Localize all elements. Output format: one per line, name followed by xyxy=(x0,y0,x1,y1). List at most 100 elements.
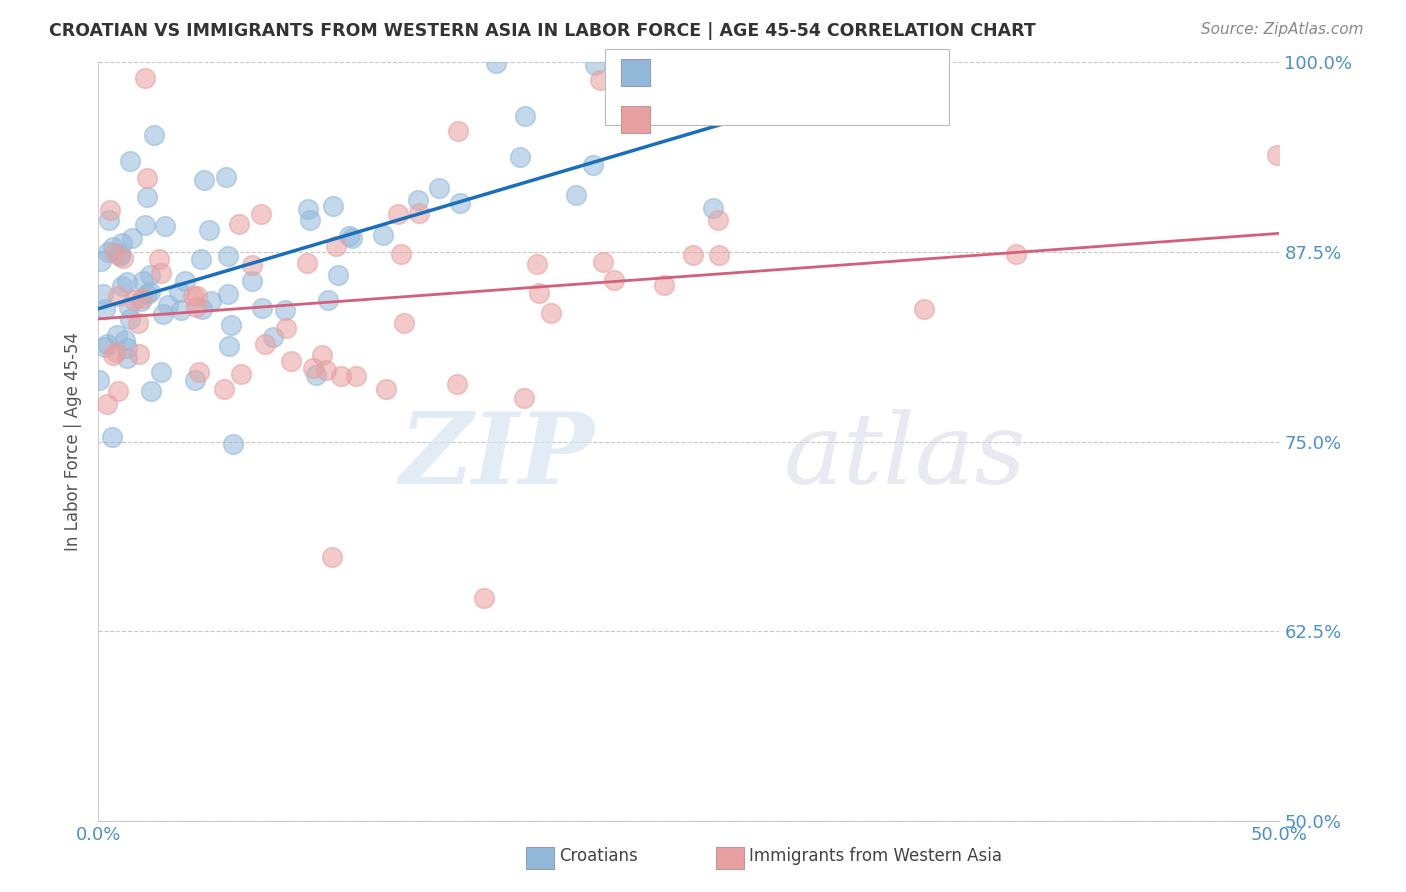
Point xyxy=(526,257,548,271)
Point xyxy=(94,302,117,317)
Point xyxy=(298,213,321,227)
Point xyxy=(250,207,273,221)
Point xyxy=(406,194,429,208)
Point xyxy=(316,293,339,308)
Point xyxy=(427,181,450,195)
Point xyxy=(254,337,277,351)
Point xyxy=(707,212,730,227)
Point xyxy=(295,256,318,270)
Point xyxy=(392,316,415,330)
Point xyxy=(221,436,243,450)
Point xyxy=(108,247,131,261)
Point xyxy=(326,268,349,282)
Point xyxy=(121,231,143,245)
Point xyxy=(325,239,347,253)
Point xyxy=(128,346,150,360)
Point xyxy=(101,240,124,254)
Point xyxy=(103,246,125,260)
Point xyxy=(449,196,471,211)
Point xyxy=(330,369,353,384)
Point xyxy=(682,248,704,262)
Point xyxy=(527,286,550,301)
Point xyxy=(387,207,409,221)
Point xyxy=(173,274,195,288)
Point xyxy=(136,189,159,203)
Point xyxy=(193,173,215,187)
Point xyxy=(280,353,302,368)
Point xyxy=(108,249,131,263)
Text: -0.053: -0.053 xyxy=(703,112,768,129)
Point xyxy=(114,333,136,347)
Point xyxy=(912,301,935,316)
Point xyxy=(132,274,155,288)
Point xyxy=(472,591,495,606)
Point xyxy=(274,302,297,317)
Point xyxy=(184,373,207,387)
Point xyxy=(702,201,724,215)
Point xyxy=(305,368,328,382)
Point xyxy=(127,316,149,330)
Y-axis label: In Labor Force | Age 45-54: In Labor Force | Age 45-54 xyxy=(65,332,83,551)
Point xyxy=(274,321,297,335)
Point xyxy=(344,369,367,384)
Point xyxy=(321,550,343,565)
Point xyxy=(104,345,127,359)
Point xyxy=(141,384,163,398)
Point xyxy=(588,72,610,87)
Point xyxy=(375,382,398,396)
Point xyxy=(103,348,125,362)
Point xyxy=(582,158,605,172)
Point xyxy=(129,294,152,309)
Point xyxy=(513,109,536,123)
Point xyxy=(389,247,412,261)
Point xyxy=(107,384,129,398)
Point xyxy=(143,128,166,143)
Point xyxy=(111,236,134,251)
Text: ZIP: ZIP xyxy=(399,409,595,505)
Point xyxy=(186,300,208,314)
Point xyxy=(512,391,534,405)
Point xyxy=(217,286,239,301)
Text: Source: ZipAtlas.com: Source: ZipAtlas.com xyxy=(1201,22,1364,37)
Point xyxy=(115,275,138,289)
Point xyxy=(94,340,117,354)
Point xyxy=(200,294,222,309)
Point xyxy=(408,205,430,219)
Point xyxy=(90,253,112,268)
Point xyxy=(218,338,240,352)
Text: CROATIAN VS IMMIGRANTS FROM WESTERN ASIA IN LABOR FORCE | AGE 45-54 CORRELATION : CROATIAN VS IMMIGRANTS FROM WESTERN ASIA… xyxy=(49,22,1036,40)
Point xyxy=(98,203,121,218)
Text: R =: R = xyxy=(657,112,690,129)
Point xyxy=(231,367,253,381)
Point xyxy=(105,327,128,342)
Text: N =: N = xyxy=(776,112,815,129)
Point xyxy=(311,348,333,362)
Point xyxy=(152,307,174,321)
Point xyxy=(301,360,323,375)
Point xyxy=(214,169,236,184)
Point xyxy=(97,244,120,259)
Point xyxy=(592,255,614,269)
Point xyxy=(136,170,159,185)
Point xyxy=(136,286,159,301)
Point xyxy=(540,305,562,319)
Point xyxy=(373,227,395,242)
Point xyxy=(583,58,606,72)
Point xyxy=(186,289,208,303)
Point xyxy=(111,278,134,293)
Point xyxy=(93,287,115,301)
Point xyxy=(98,212,121,227)
Point xyxy=(134,71,156,86)
Point xyxy=(96,337,118,351)
Point xyxy=(509,150,531,164)
Text: 58: 58 xyxy=(821,112,846,129)
Text: N =: N = xyxy=(776,64,815,82)
Point xyxy=(139,285,162,299)
Text: 0.273: 0.273 xyxy=(703,64,766,82)
Point xyxy=(118,312,141,326)
Point xyxy=(447,123,470,137)
Point xyxy=(322,198,344,212)
Point xyxy=(217,249,239,263)
Point xyxy=(96,397,118,411)
Point xyxy=(198,223,221,237)
